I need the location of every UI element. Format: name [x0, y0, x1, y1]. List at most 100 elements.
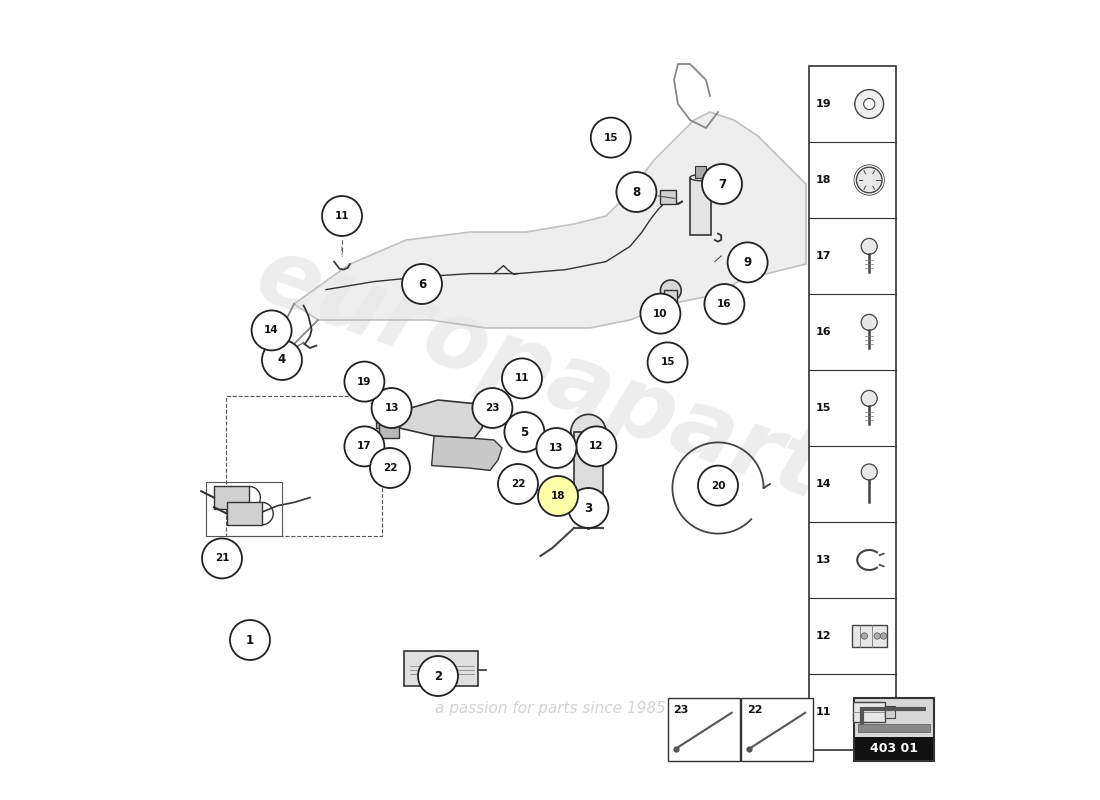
Text: 11: 11: [815, 707, 832, 717]
Circle shape: [648, 342, 688, 382]
Text: 7: 7: [718, 178, 726, 190]
Circle shape: [855, 90, 883, 118]
Bar: [660, 190, 676, 204]
Text: 18: 18: [815, 175, 832, 185]
Circle shape: [857, 167, 882, 193]
Circle shape: [322, 196, 362, 236]
Bar: [664, 290, 678, 304]
Text: 23: 23: [485, 403, 499, 413]
Circle shape: [262, 340, 303, 380]
Circle shape: [861, 464, 877, 480]
Text: 5: 5: [520, 426, 528, 438]
Text: 13: 13: [815, 555, 830, 565]
Circle shape: [537, 428, 576, 468]
Bar: [854, 698, 934, 737]
Circle shape: [616, 172, 657, 212]
Text: 19: 19: [358, 377, 372, 386]
Text: 12: 12: [590, 442, 604, 451]
Text: 15: 15: [660, 358, 675, 367]
Text: 19: 19: [815, 99, 832, 109]
Circle shape: [861, 633, 868, 639]
Bar: [741, 698, 813, 761]
Bar: [378, 424, 399, 438]
Text: 14: 14: [264, 326, 279, 335]
Circle shape: [372, 388, 411, 428]
Circle shape: [230, 620, 270, 660]
Text: 13: 13: [549, 443, 563, 453]
Text: 403 01: 403 01: [870, 742, 918, 755]
Text: 11: 11: [515, 374, 529, 383]
Polygon shape: [294, 112, 806, 328]
Circle shape: [502, 358, 542, 398]
Text: 10: 10: [653, 309, 668, 318]
Bar: [810, 66, 895, 750]
Text: 14: 14: [815, 479, 832, 489]
Circle shape: [472, 388, 513, 428]
Bar: [695, 166, 706, 178]
Text: 2: 2: [433, 670, 442, 682]
Bar: [574, 432, 603, 496]
Text: 6: 6: [418, 278, 426, 290]
Text: 16: 16: [717, 299, 732, 309]
Circle shape: [402, 264, 442, 304]
Text: 16: 16: [815, 327, 832, 337]
Circle shape: [861, 314, 877, 330]
Text: a passion for parts since 1985: a passion for parts since 1985: [434, 701, 666, 715]
Text: 18: 18: [551, 491, 565, 501]
Text: 15: 15: [604, 133, 618, 142]
Text: 11: 11: [334, 211, 350, 221]
Text: 4: 4: [278, 354, 286, 366]
Text: 15: 15: [815, 403, 830, 413]
Text: 21: 21: [214, 554, 229, 563]
Bar: [854, 702, 886, 722]
Circle shape: [861, 390, 877, 406]
Circle shape: [576, 426, 616, 466]
Circle shape: [252, 310, 292, 350]
Text: 22: 22: [383, 463, 397, 473]
Text: 17: 17: [815, 251, 832, 261]
Circle shape: [702, 164, 743, 204]
Circle shape: [344, 362, 384, 402]
Text: 20: 20: [711, 481, 725, 490]
Circle shape: [698, 466, 738, 506]
Text: 12: 12: [815, 631, 832, 641]
Bar: [226, 396, 382, 536]
Circle shape: [864, 98, 874, 110]
Polygon shape: [382, 400, 486, 438]
Circle shape: [861, 238, 877, 254]
Text: 23: 23: [673, 705, 689, 715]
Circle shape: [505, 412, 544, 452]
Circle shape: [370, 448, 410, 488]
Text: 3: 3: [584, 502, 593, 514]
Bar: [858, 723, 930, 731]
Text: 13: 13: [384, 403, 399, 413]
Circle shape: [498, 464, 538, 504]
Circle shape: [880, 633, 887, 639]
Circle shape: [640, 294, 681, 334]
Circle shape: [418, 656, 458, 696]
Circle shape: [571, 414, 606, 450]
Text: europaparts: europaparts: [243, 229, 889, 539]
Bar: [690, 178, 711, 235]
Circle shape: [660, 280, 681, 301]
Polygon shape: [431, 436, 502, 470]
Text: 22: 22: [510, 479, 526, 489]
Bar: [227, 502, 262, 525]
Circle shape: [344, 426, 384, 466]
Circle shape: [704, 284, 745, 324]
Text: 1: 1: [246, 634, 254, 646]
Bar: [854, 698, 934, 761]
Bar: [854, 737, 934, 761]
Circle shape: [538, 476, 578, 516]
Bar: [376, 414, 396, 428]
Text: 22: 22: [747, 705, 762, 715]
Bar: [851, 625, 887, 647]
Circle shape: [591, 118, 630, 158]
Circle shape: [874, 633, 880, 639]
Text: 8: 8: [632, 186, 640, 198]
Circle shape: [202, 538, 242, 578]
Text: 17: 17: [358, 442, 372, 451]
Bar: [214, 486, 250, 509]
Bar: [405, 651, 478, 686]
Bar: [668, 698, 739, 761]
